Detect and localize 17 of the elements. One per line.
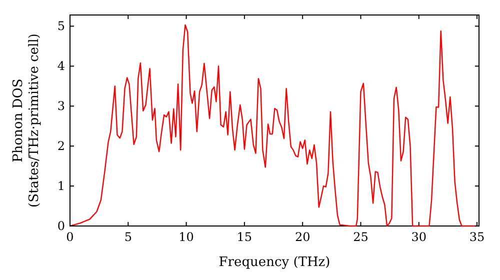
x-tick-label: 10: [178, 230, 194, 244]
x-tick-label: 0: [66, 230, 74, 244]
y-tick-label: 2: [57, 139, 65, 154]
x-tick-label: 5: [124, 230, 132, 244]
y-tick-label: 1: [57, 179, 65, 194]
y-tick-label: 3: [57, 99, 65, 114]
x-tick-label: 20: [294, 230, 310, 244]
y-tick-label: 4: [57, 59, 66, 74]
x-tick-label: 25: [353, 230, 368, 244]
y-tick-label: 0: [57, 219, 65, 233]
x-tick-label: 15: [236, 230, 252, 244]
line-series: [69, 24, 477, 227]
x-axis-title: Frequency (THz): [218, 255, 330, 270]
y-tick-label: 5: [57, 19, 65, 34]
x-tick-label: 30: [411, 230, 427, 244]
y-axis-title: Phonon DOS (States/THz·primitive cell): [11, 33, 42, 208]
x-tick-label: 35: [469, 230, 485, 244]
